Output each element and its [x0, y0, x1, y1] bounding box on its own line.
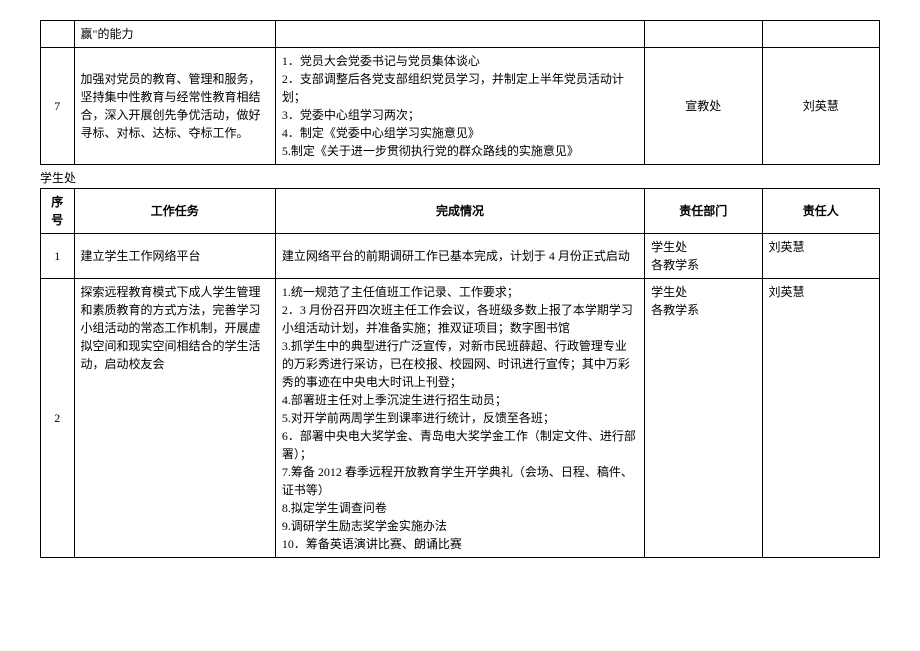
cell-num: 2 — [41, 279, 75, 558]
cell-task: 建立学生工作网络平台 — [74, 234, 275, 279]
cell-num — [41, 21, 75, 48]
header-dept: 责任部门 — [645, 189, 762, 234]
header-person: 责任人 — [762, 189, 879, 234]
section-label-students: 学生处 — [40, 169, 880, 186]
cell-dept: 学生处 各教学系 — [645, 234, 762, 279]
cell-person: 刘英慧 — [762, 234, 879, 279]
cell-completion: 1.统一规范了主任值班工作记录、工作要求； 2．3 月份召开四次班主任工作会议，… — [275, 279, 644, 558]
cell-task: 加强对党员的教育、管理和服务，坚持集中性教育与经常性教育相结合，深入开展创先争优… — [74, 48, 275, 165]
table-row: 赢"的能力 — [41, 21, 880, 48]
table-students: 序号 工作任务 完成情况 责任部门 责任人 1 建立学生工作网络平台 建立网络平… — [40, 188, 880, 558]
table-header-row: 序号 工作任务 完成情况 责任部门 责任人 — [41, 189, 880, 234]
header-num: 序号 — [41, 189, 75, 234]
cell-person: 刘英慧 — [762, 279, 879, 558]
cell-person: 刘英慧 — [762, 48, 879, 165]
cell-dept: 宣教处 — [645, 48, 762, 165]
cell-dept: 学生处 各教学系 — [645, 279, 762, 558]
table-row: 7 加强对党员的教育、管理和服务，坚持集中性教育与经常性教育相结合，深入开展创先… — [41, 48, 880, 165]
cell-num: 1 — [41, 234, 75, 279]
header-completion: 完成情况 — [275, 189, 644, 234]
cell-num: 7 — [41, 48, 75, 165]
cell-dept — [645, 21, 762, 48]
cell-completion: 1．党员大会党委书记与党员集体谈心 2．支部调整后各党支部组织党员学习，并制定上… — [275, 48, 644, 165]
table-top: 赢"的能力 7 加强对党员的教育、管理和服务，坚持集中性教育与经常性教育相结合，… — [40, 20, 880, 165]
cell-completion — [275, 21, 644, 48]
cell-person — [762, 21, 879, 48]
header-task: 工作任务 — [74, 189, 275, 234]
cell-completion: 建立网络平台的前期调研工作已基本完成，计划于 4 月份正式启动 — [275, 234, 644, 279]
table-row: 1 建立学生工作网络平台 建立网络平台的前期调研工作已基本完成，计划于 4 月份… — [41, 234, 880, 279]
cell-task: 赢"的能力 — [74, 21, 275, 48]
table-row: 2 探索远程教育模式下成人学生管理和素质教育的方式方法，完善学习小组活动的常态工… — [41, 279, 880, 558]
cell-task: 探索远程教育模式下成人学生管理和素质教育的方式方法，完善学习小组活动的常态工作机… — [74, 279, 275, 558]
